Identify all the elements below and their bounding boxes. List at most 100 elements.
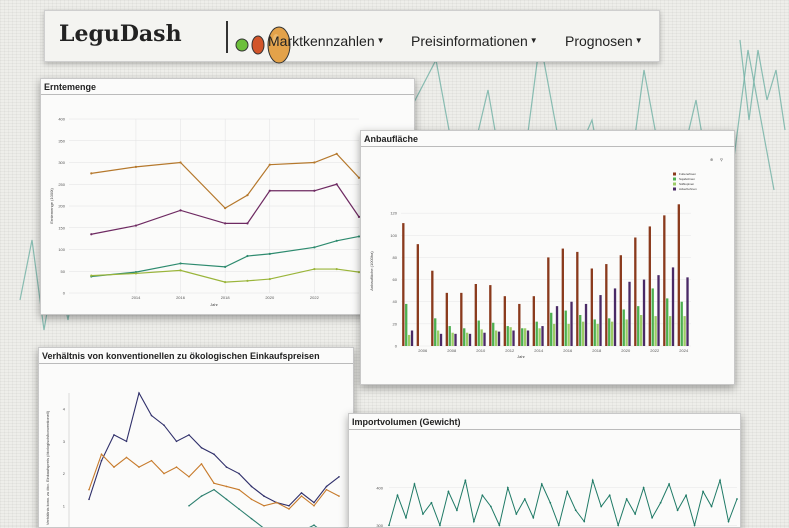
- data-point: [268, 252, 271, 255]
- legume-icon: [235, 26, 291, 64]
- nav-preisinformationen[interactable]: Preisinformationen ▼: [411, 33, 538, 49]
- chevron-down-icon: ▼: [529, 36, 538, 45]
- bar: [657, 275, 660, 346]
- data-point: [574, 509, 577, 512]
- data-point: [224, 222, 227, 225]
- bar: [541, 326, 544, 346]
- brand-logo[interactable]: LeguDash: [59, 21, 182, 47]
- bar: [668, 316, 672, 346]
- data-point: [549, 501, 552, 504]
- x-tick-label: 2022: [650, 348, 660, 353]
- panel-verhaeltnis: Verhältnis von konventionellen zu ökolog…: [38, 347, 354, 528]
- y-tick-label: 100: [390, 233, 397, 238]
- y-tick-label: 120: [390, 211, 397, 216]
- bar: [451, 332, 454, 346]
- chevron-down-icon: ▼: [376, 36, 385, 45]
- data-point: [179, 269, 182, 272]
- data-point: [659, 501, 662, 504]
- data-point: [456, 509, 458, 512]
- y-tick-label: 250: [58, 182, 65, 187]
- data-point: [651, 516, 654, 519]
- bar: [608, 318, 611, 346]
- panel-divider: [41, 94, 414, 95]
- data-point: [90, 233, 93, 236]
- bar: [654, 316, 657, 346]
- bar: [436, 330, 440, 346]
- data-point: [422, 513, 424, 515]
- data-point: [405, 516, 407, 519]
- bar: [680, 301, 683, 346]
- importvolumen-chart: 400 300: [376, 478, 738, 527]
- verhaeltnis-chart: 01234Verhältnis konv. zu öko. Einkaufspr…: [45, 391, 340, 527]
- data-point: [472, 520, 475, 523]
- data-point: [179, 161, 182, 164]
- y-tick-label: 2: [63, 471, 66, 476]
- data-point: [608, 494, 611, 497]
- bar: [526, 330, 530, 346]
- bar: [497, 331, 501, 346]
- data-point: [357, 215, 361, 218]
- bar: [648, 226, 651, 346]
- nav-marktkennzahlen[interactable]: Marktkennzahlen ▼: [268, 33, 385, 49]
- bar: [532, 296, 535, 346]
- bar: [477, 320, 480, 346]
- y-tick-label: 300: [58, 160, 65, 165]
- y-tick-label: 200: [58, 204, 65, 209]
- data-point: [246, 279, 249, 282]
- data-point: [179, 262, 182, 265]
- data-point: [335, 183, 338, 186]
- bar: [480, 329, 483, 346]
- bar: [663, 215, 666, 346]
- bar: [596, 323, 599, 346]
- data-point: [591, 479, 594, 482]
- y-tick-label: 0: [63, 291, 66, 296]
- x-tick-label: 2018: [592, 348, 602, 353]
- bar: [538, 328, 541, 346]
- bar: [445, 292, 448, 346]
- panel-anbauflaeche: Anbaufläche 0 20 40 60 80 100 120 2006 2008 2010 2…: [360, 130, 735, 385]
- bar: [535, 321, 538, 346]
- bar: [503, 296, 506, 346]
- y-axis-label: Verhältnis konv. zu öko. Einkaufspreis (…: [45, 410, 50, 525]
- y-tick-label: 1: [63, 503, 66, 508]
- background-line: [739, 39, 786, 131]
- data-point: [313, 267, 316, 271]
- bar: [512, 330, 515, 346]
- bar: [625, 319, 628, 346]
- data-point: [447, 490, 450, 493]
- bar: [584, 303, 588, 346]
- bar: [402, 223, 405, 346]
- legend-swatch: [673, 177, 676, 181]
- y-tick-label: 60: [393, 277, 398, 282]
- y-tick-label: 400: [376, 485, 383, 490]
- data-point: [357, 235, 361, 238]
- bar: [570, 301, 573, 346]
- bar: [619, 255, 622, 346]
- data-point: [313, 189, 316, 192]
- data-point: [246, 254, 249, 258]
- data-point: [224, 281, 227, 284]
- y-tick-label: 40: [393, 299, 398, 304]
- x-tick-label: 2010: [476, 348, 486, 353]
- bar: [576, 251, 579, 346]
- bar: [666, 298, 669, 346]
- series-line: [88, 453, 340, 510]
- panel-divider: [39, 363, 353, 364]
- bar: [671, 267, 675, 346]
- nav-prognosen[interactable]: Prognosen ▼: [565, 33, 643, 49]
- series-line: [188, 489, 318, 527]
- bar: [407, 334, 411, 346]
- data-point: [90, 274, 93, 277]
- bar: [434, 318, 437, 346]
- x-tick-label: 2008: [447, 348, 457, 353]
- data-point: [90, 172, 93, 175]
- x-tick-label: 2020: [265, 295, 275, 300]
- data-point: [179, 209, 182, 212]
- data-point: [566, 490, 569, 493]
- data-point: [719, 479, 721, 482]
- bar: [454, 333, 457, 346]
- x-tick-label: 2012: [505, 348, 515, 353]
- bar: [628, 281, 631, 346]
- erntemenge-chart: 0 50 100 150 200 250 300 350 400 2014 2016 2018 2020…: [49, 117, 361, 307]
- data-point: [134, 272, 138, 275]
